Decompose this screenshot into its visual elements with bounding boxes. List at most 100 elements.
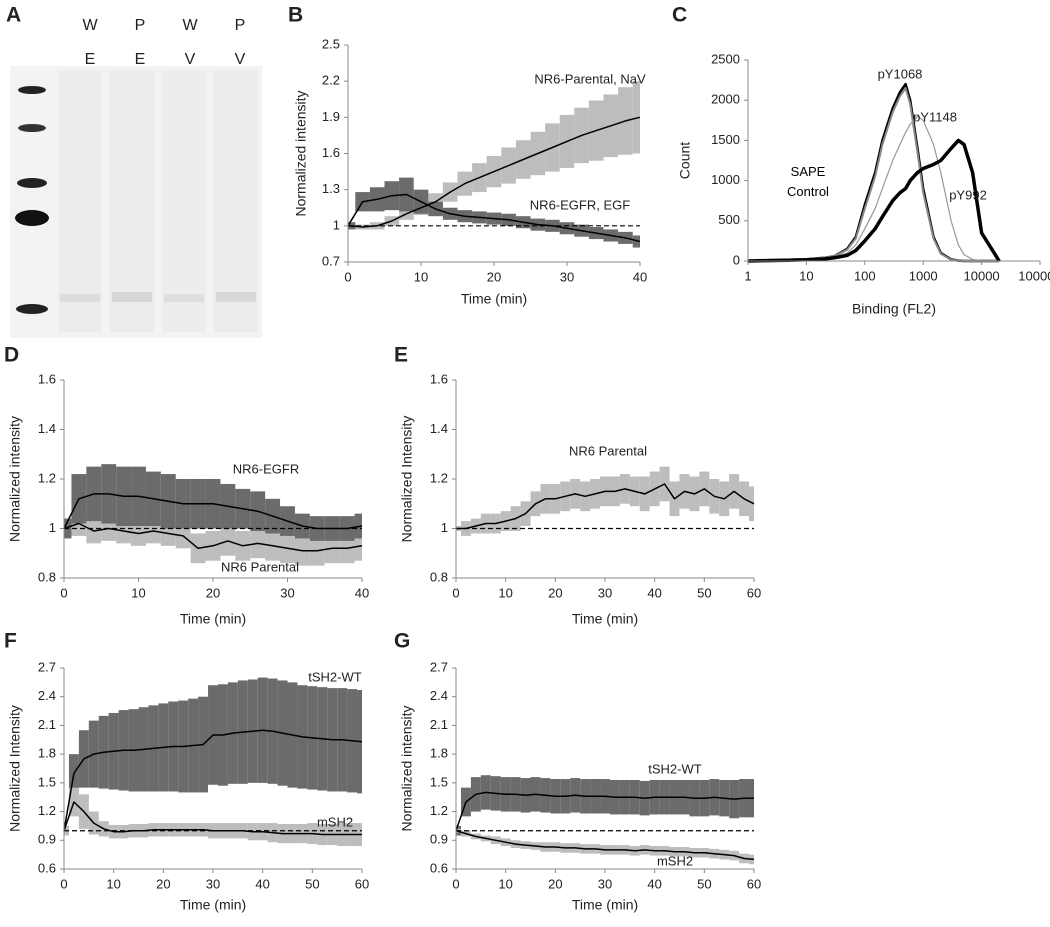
y-tick-label: 1.5 xyxy=(430,774,448,789)
series-line xyxy=(63,522,363,552)
x-tick-label: 100 xyxy=(854,268,876,283)
x-tick-label: 0 xyxy=(60,876,67,891)
chart: C SAPE Control pY1068 pY1148 pY992 0 500 1000 15… xyxy=(672,4,1050,317)
series-label: pY1148 xyxy=(913,109,957,124)
ladder-band xyxy=(15,210,49,226)
series-line xyxy=(455,791,754,831)
lane-label: W xyxy=(182,17,198,34)
x-tick-label: 40 xyxy=(647,876,661,891)
series-label: tSH2-WT xyxy=(308,669,362,684)
y-tick-label: 500 xyxy=(718,212,740,227)
x-tick-label: 100000 xyxy=(1018,268,1050,283)
series-label: mSH2 xyxy=(317,814,353,829)
y-tick-label: 1500 xyxy=(711,132,740,147)
y-tick-label: 0.9 xyxy=(38,832,56,847)
y-tick-label: 0.7 xyxy=(322,253,340,268)
y-tick-label: 1.6 xyxy=(38,371,56,386)
sample-band xyxy=(112,292,152,302)
y-tick-label: 1 xyxy=(333,217,340,232)
x-tick-label: 60 xyxy=(747,585,761,600)
series-label: pY992 xyxy=(949,187,987,202)
series-line xyxy=(347,116,641,228)
x-tick-label: 50 xyxy=(697,876,711,891)
x-tick-label: 40 xyxy=(647,585,661,600)
lane-label: V xyxy=(185,51,196,68)
y-tick-label: 2.7 xyxy=(430,659,448,674)
series-line xyxy=(455,829,755,861)
chart: B NR6-Parental, NaV NR6-EGFR, EGF 0.7 1 1.3 1.… xyxy=(288,4,647,307)
series-label: NR6 Parental xyxy=(221,559,299,574)
lane-label: W xyxy=(82,17,98,34)
series-label: tSH2-WT xyxy=(648,761,702,776)
x-tick-label: 60 xyxy=(355,876,369,891)
x-axis-title: Time (min) xyxy=(180,897,246,913)
x-tick-label: 10 xyxy=(498,876,512,891)
y-tick-label: 1.8 xyxy=(430,746,448,761)
series-label: pY1068 xyxy=(878,66,923,81)
lane-label: P xyxy=(135,17,146,34)
y-tick-label: 1.6 xyxy=(430,371,448,386)
x-tick-label: 30 xyxy=(598,585,612,600)
ladder-band xyxy=(17,178,47,188)
sample-band xyxy=(216,292,256,302)
x-tick-label: 30 xyxy=(598,876,612,891)
panel-letter: C xyxy=(672,4,687,27)
y-tick-label: 1 xyxy=(441,520,448,535)
series-line xyxy=(63,801,362,836)
x-tick-label: 20 xyxy=(548,876,562,891)
x-tick-label: 30 xyxy=(560,269,574,284)
x-tick-label: 20 xyxy=(487,269,501,284)
y-tick-label: 1.2 xyxy=(38,470,56,485)
y-axis-title: Normalized Intensity xyxy=(399,416,415,543)
y-tick-label: 2.1 xyxy=(430,717,448,732)
x-tick-label: 30 xyxy=(206,876,220,891)
blot-lane xyxy=(110,70,154,332)
series-label: SAPE Control xyxy=(787,164,829,199)
y-tick-label: 2.1 xyxy=(38,717,56,732)
y-tick-label: 1.2 xyxy=(38,803,56,818)
blot-lane xyxy=(58,70,102,332)
x-axis-title: Time (min) xyxy=(572,897,638,913)
x-axis-title: Time (min) xyxy=(180,611,246,627)
x-tick-label: 30 xyxy=(280,585,294,600)
y-axis-title: Normalized intensity xyxy=(7,416,23,542)
y-axis-title: Count xyxy=(677,142,693,179)
y-tick-label: 2.4 xyxy=(430,688,448,703)
y-tick-label: 1.5 xyxy=(38,774,56,789)
ladder-band xyxy=(16,304,48,314)
panel-letter: G xyxy=(394,630,410,653)
series-label: NR6 Parental xyxy=(569,443,647,458)
x-tick-label: 0 xyxy=(60,585,67,600)
y-tick-label: 0.9 xyxy=(430,832,448,847)
error-band xyxy=(632,81,640,154)
y-tick-label: 2.4 xyxy=(38,688,56,703)
panel-letter: F xyxy=(4,630,17,653)
x-tick-label: 20 xyxy=(156,876,170,891)
y-tick-label: 0.6 xyxy=(430,860,448,875)
x-tick-label: 10 xyxy=(799,268,813,283)
y-tick-label: 2.2 xyxy=(322,73,340,88)
y-tick-label: 1.4 xyxy=(430,421,448,436)
series-label-box: SAPE Control xyxy=(787,164,829,199)
ladder-band xyxy=(18,124,46,132)
chart: D NR6 Parental NR6-EGFR 0.8 1 1.2 1.4 1.6 0 10 20 3… xyxy=(4,344,369,627)
x-tick-label: 20 xyxy=(206,585,220,600)
y-tick-label: 0.6 xyxy=(38,860,56,875)
x-tick-label: 20 xyxy=(548,585,562,600)
panel-letter: B xyxy=(288,4,303,27)
blot-lane xyxy=(214,70,258,332)
y-tick-label: 2000 xyxy=(711,92,740,107)
x-tick-label: 1000 xyxy=(909,268,938,283)
x-tick-label: 10 xyxy=(131,585,145,600)
y-axis-title: Normalized intensity xyxy=(399,705,415,831)
panel-letter: D xyxy=(4,344,19,367)
y-tick-label: 2500 xyxy=(711,51,740,66)
blot-lane xyxy=(162,70,206,332)
x-tick-label: 10 xyxy=(498,585,512,600)
x-tick-label: 40 xyxy=(355,585,369,600)
x-tick-label: 0 xyxy=(452,876,459,891)
y-tick-label: 1.4 xyxy=(38,421,56,436)
x-tick-label: 10 xyxy=(414,269,428,284)
series-label: NR6-EGFR xyxy=(233,461,299,476)
